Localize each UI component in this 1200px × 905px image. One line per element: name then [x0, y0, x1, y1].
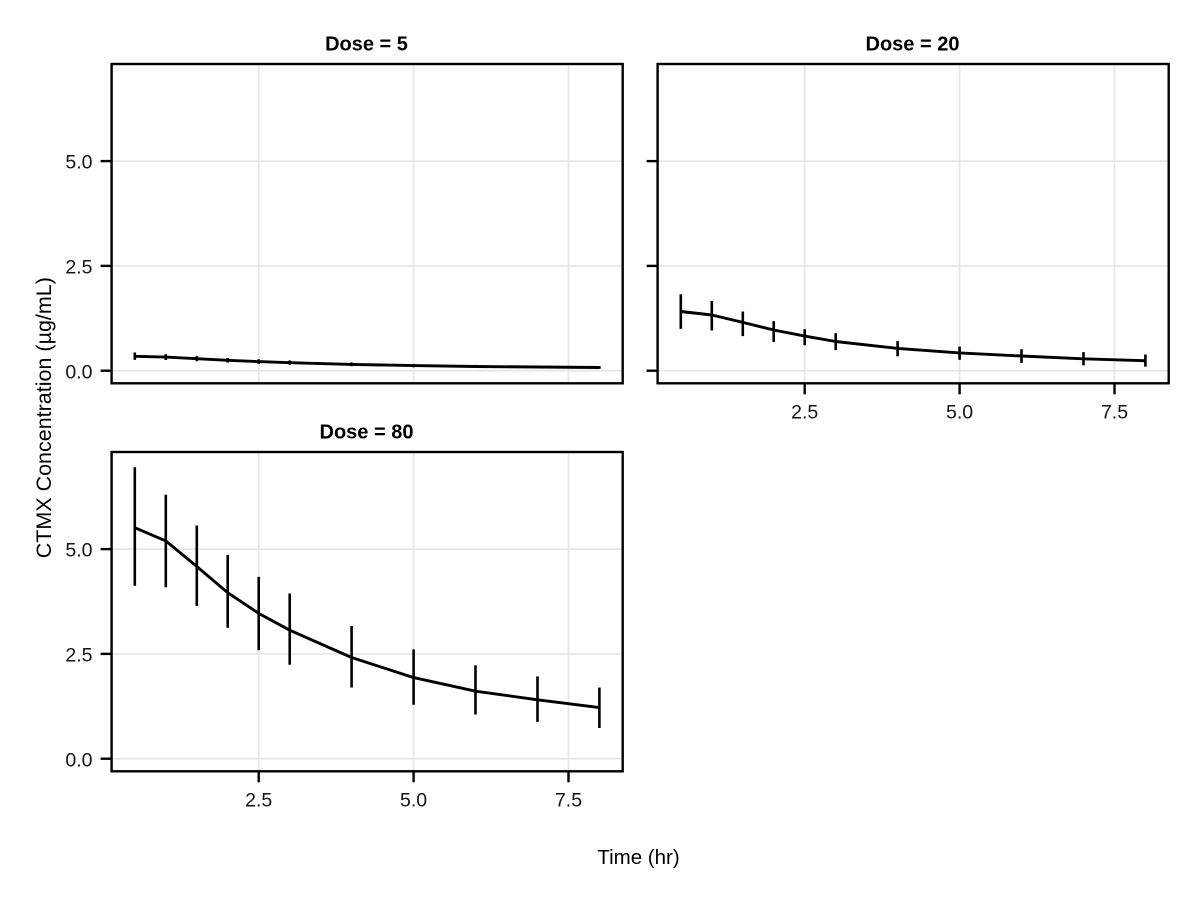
- svg-text:5.0: 5.0: [946, 402, 973, 424]
- svg-text:Dose = 20: Dose = 20: [866, 34, 960, 56]
- svg-text:5.0: 5.0: [400, 790, 427, 812]
- svg-text:7.5: 7.5: [555, 790, 582, 812]
- svg-text:Time (hr): Time (hr): [597, 846, 679, 869]
- svg-text:Dose = 5: Dose = 5: [325, 34, 408, 56]
- svg-text:5.0: 5.0: [65, 540, 92, 562]
- svg-text:CTMX Concentration (µg/mL): CTMX Concentration (µg/mL): [32, 277, 56, 558]
- svg-text:0.0: 0.0: [65, 749, 92, 771]
- svg-text:2.5: 2.5: [65, 257, 92, 279]
- svg-text:2.5: 2.5: [65, 645, 92, 667]
- svg-text:5.0: 5.0: [65, 152, 92, 174]
- svg-text:7.5: 7.5: [1101, 402, 1128, 424]
- svg-text:Dose = 80: Dose = 80: [320, 422, 414, 444]
- svg-text:2.5: 2.5: [791, 402, 818, 424]
- svg-text:0.0: 0.0: [65, 361, 92, 383]
- svg-text:2.5: 2.5: [245, 790, 272, 812]
